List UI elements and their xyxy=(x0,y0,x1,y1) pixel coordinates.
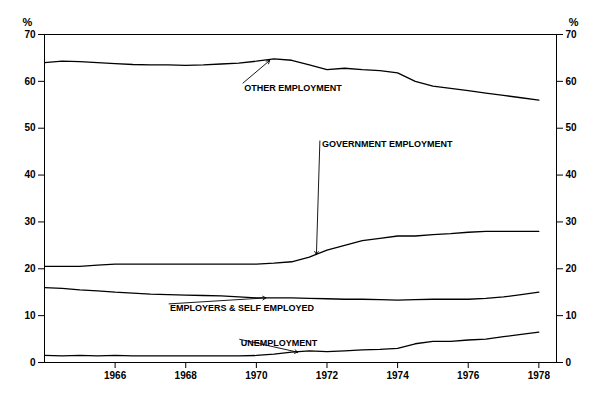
svg-text:0: 0 xyxy=(30,357,36,368)
svg-text:30: 30 xyxy=(24,216,36,227)
svg-text:30: 30 xyxy=(566,216,578,227)
svg-text:%: % xyxy=(23,16,33,28)
svg-text:1966: 1966 xyxy=(104,370,127,381)
svg-text:20: 20 xyxy=(566,263,578,274)
svg-text:1968: 1968 xyxy=(175,370,198,381)
svg-text:20: 20 xyxy=(24,263,36,274)
svg-text:40: 40 xyxy=(24,169,36,180)
svg-text:50: 50 xyxy=(566,122,578,133)
svg-text:1974: 1974 xyxy=(386,370,409,381)
svg-text:1972: 1972 xyxy=(316,370,339,381)
svg-text:1976: 1976 xyxy=(457,370,480,381)
svg-text:EMPLOYERS & SELF EMPLOYED: EMPLOYERS & SELF EMPLOYED xyxy=(170,303,315,313)
svg-text:OTHER EMPLOYMENT: OTHER EMPLOYMENT xyxy=(244,83,342,93)
svg-text:50: 50 xyxy=(24,122,36,133)
svg-text:10: 10 xyxy=(566,310,578,321)
svg-text:GOVERNMENT EMPLOYMENT: GOVERNMENT EMPLOYMENT xyxy=(322,139,453,149)
svg-text:70: 70 xyxy=(566,29,578,40)
svg-text:70: 70 xyxy=(24,29,36,40)
svg-text:10: 10 xyxy=(24,310,36,321)
svg-text:%: % xyxy=(569,16,579,28)
svg-text:0: 0 xyxy=(566,357,572,368)
svg-text:60: 60 xyxy=(566,76,578,87)
svg-text:1978: 1978 xyxy=(528,370,551,381)
svg-text:40: 40 xyxy=(566,169,578,180)
svg-text:1970: 1970 xyxy=(245,370,268,381)
svg-text:UNEMPLOYMENT: UNEMPLOYMENT xyxy=(241,338,318,348)
svg-text:60: 60 xyxy=(24,76,36,87)
